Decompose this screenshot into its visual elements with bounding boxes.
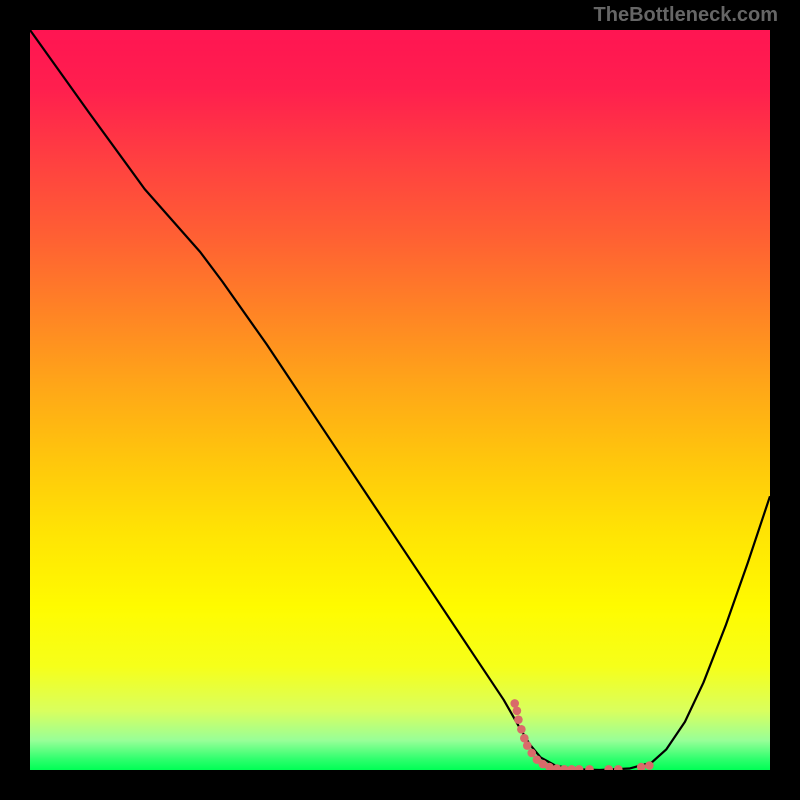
- gradient-chart-svg: [30, 30, 770, 770]
- chart-plot-area: [30, 30, 770, 770]
- watermark-text: TheBottleneck.com: [594, 4, 778, 27]
- gradient-background: [30, 30, 770, 770]
